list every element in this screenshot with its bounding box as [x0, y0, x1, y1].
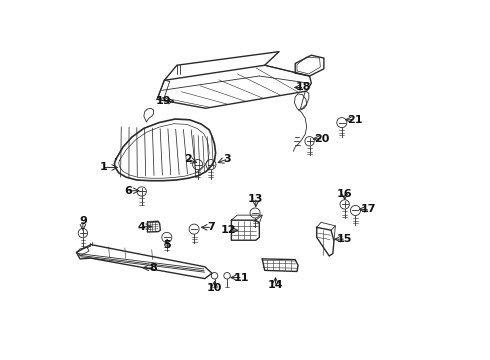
Text: 16: 16	[337, 189, 352, 199]
Text: 10: 10	[207, 283, 222, 293]
Text: 21: 21	[346, 115, 362, 125]
Text: 7: 7	[207, 222, 215, 232]
Text: 13: 13	[248, 194, 264, 204]
Text: 19: 19	[155, 96, 171, 106]
Text: 6: 6	[124, 186, 132, 196]
Text: 15: 15	[337, 234, 352, 244]
Text: 1: 1	[99, 162, 107, 172]
Text: 2: 2	[184, 154, 192, 164]
Text: 18: 18	[295, 82, 311, 93]
Text: 12: 12	[221, 225, 237, 235]
Text: 20: 20	[315, 134, 330, 144]
Text: 11: 11	[234, 273, 249, 283]
Text: 14: 14	[268, 280, 283, 290]
Text: 9: 9	[79, 216, 87, 226]
Text: 17: 17	[361, 204, 376, 215]
Text: 3: 3	[223, 154, 231, 164]
Text: 5: 5	[163, 240, 171, 250]
Text: 4: 4	[137, 222, 145, 231]
Text: 8: 8	[149, 263, 157, 273]
